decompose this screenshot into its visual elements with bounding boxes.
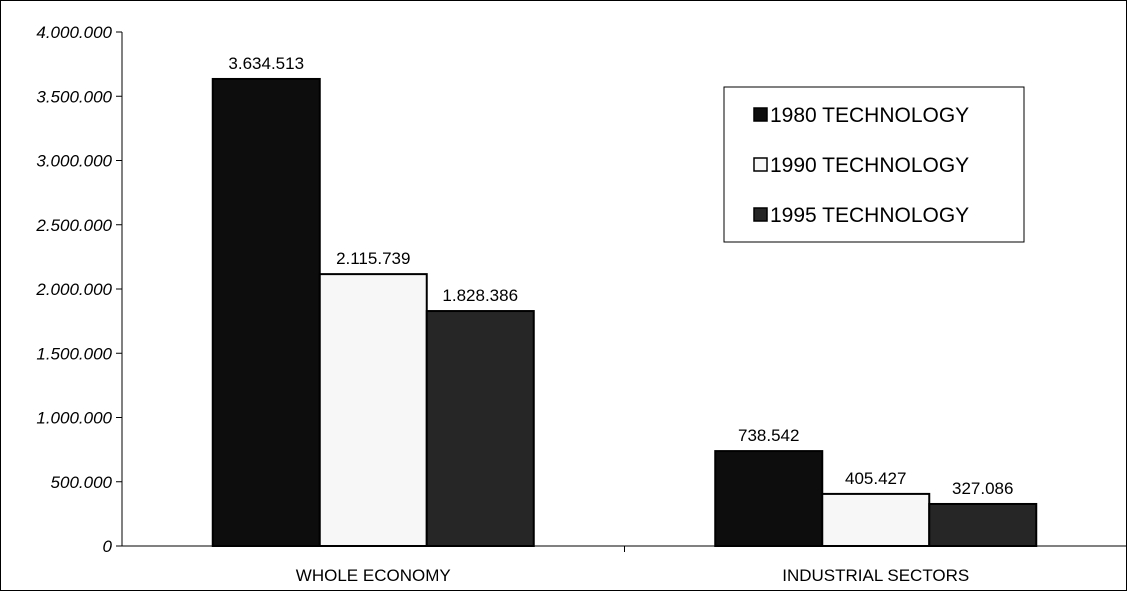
legend-box [723,86,1025,243]
bar-1995-technology-industrial-sectors [928,502,1038,548]
y-tick-label: 3.500.000 [36,87,112,106]
legend-label: 1990 TECHNOLOGY [770,154,969,177]
x-category-label: WHOLE ECONOMY [296,566,451,585]
data-label: 1.828.386 [442,286,518,305]
y-tick-label: 2.000.000 [35,280,112,299]
data-label: 405.427 [845,469,906,488]
bar-1990-technology-whole-economy [318,273,428,547]
data-label: 738.542 [738,426,799,445]
bar-1980-technology-industrial-sectors [714,450,824,547]
x-category-label: INDUSTRIAL SECTORS [782,566,969,585]
y-tick-label: 1.000.000 [36,409,112,428]
y-tick-label: 4.000.000 [36,23,112,42]
legend-swatch [753,157,768,172]
data-label: 327.086 [952,479,1013,498]
y-tick-label: 500.000 [51,473,113,492]
legend-swatch [753,107,768,122]
data-label: 3.634.513 [228,54,304,73]
data-label: 2.115.739 [336,249,410,268]
y-tick-label: 1.500.000 [36,344,112,363]
y-tick-label: 0 [103,537,113,556]
legend-swatch [753,207,768,222]
bar-1980-technology-whole-economy [211,77,321,547]
y-tick-label: 2.500.000 [35,216,112,235]
legend-label: 1980 TECHNOLOGY [770,104,969,127]
y-tick-label: 3.000.000 [36,152,112,171]
bar-1990-technology-industrial-sectors [821,492,931,547]
legend-label: 1995 TECHNOLOGY [770,204,969,227]
bar-1995-technology-whole-economy [425,310,535,547]
